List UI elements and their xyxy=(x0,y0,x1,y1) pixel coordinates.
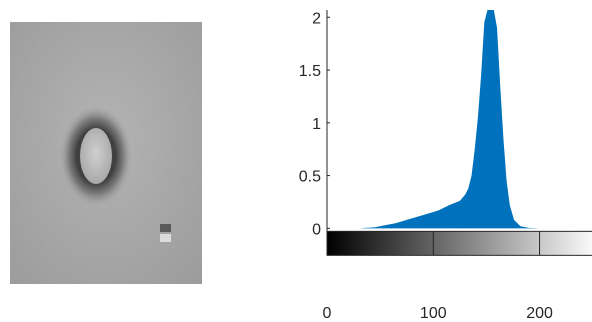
y-tick-label: 2 xyxy=(312,10,321,27)
y-tick-label: 0 xyxy=(312,221,321,238)
y-tick-label: 0.5 xyxy=(299,169,321,186)
x-ticks: 0 100 200 xyxy=(323,231,553,322)
y-tick-label: 1.5 xyxy=(299,63,321,80)
x-tick-label: 0 xyxy=(323,305,332,322)
x-tick-label: 200 xyxy=(526,305,553,322)
y-ticks: 0 0.5 1 1.5 2 xyxy=(299,10,330,238)
grayscale-colorbar xyxy=(326,230,592,256)
y-tick-label: 1 xyxy=(312,116,321,133)
x-tick-label: 100 xyxy=(420,305,447,322)
histogram-bars xyxy=(327,10,592,229)
colorbar-ramp xyxy=(326,230,592,256)
particle-core xyxy=(80,128,112,184)
scale-marker xyxy=(160,224,171,232)
micrograph-image xyxy=(10,22,202,284)
